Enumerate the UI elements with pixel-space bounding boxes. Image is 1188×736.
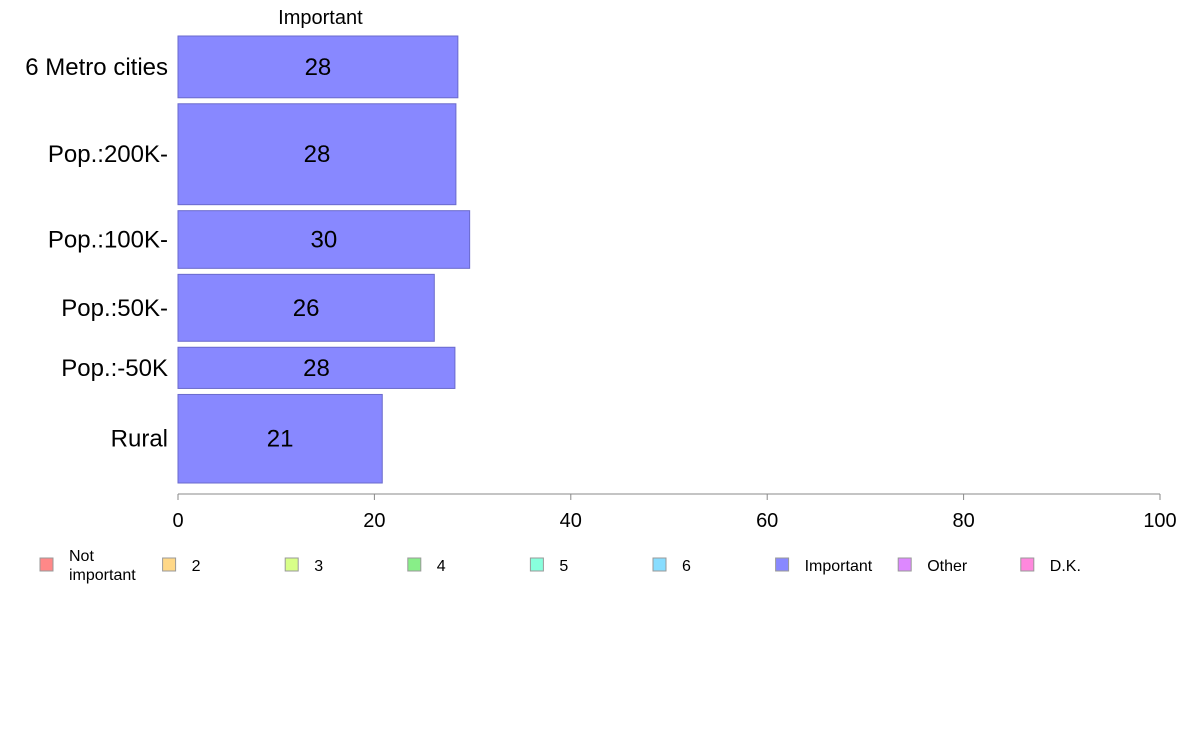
legend-swatch xyxy=(775,557,790,572)
category-label: Pop.:200K- xyxy=(48,141,168,168)
x-tick-label: 40 xyxy=(560,510,582,532)
x-axis: 0 20 40 60 80 100 xyxy=(172,493,1177,532)
category-label: 6 Metro cities xyxy=(25,54,168,81)
legend-label: D.K. xyxy=(1050,558,1081,575)
legend-label: 5 xyxy=(559,558,568,575)
bars-group xyxy=(177,35,471,484)
legend-swatch xyxy=(897,557,912,572)
legend-item: 5 xyxy=(529,557,568,575)
bar-5 xyxy=(177,393,383,484)
legend-swatch xyxy=(162,557,177,572)
category-label: Pop.:50K- xyxy=(61,295,168,322)
value-label: 28 xyxy=(303,355,330,382)
value-label: 21 xyxy=(267,426,294,453)
x-tick-label: 60 xyxy=(756,510,778,532)
legend-swatch xyxy=(1020,557,1035,572)
legend-label: 4 xyxy=(437,558,446,575)
bar-2 xyxy=(177,210,471,269)
value-label: 26 xyxy=(293,295,320,322)
bar-4 xyxy=(177,346,456,389)
value-labels: 28 28 30 26 28 21 xyxy=(267,54,337,453)
legend-swatch xyxy=(652,557,667,572)
legend-label: Other xyxy=(927,558,968,575)
x-tick-label: 0 xyxy=(172,510,183,532)
bar-1 xyxy=(177,103,457,206)
legend-item: 3 xyxy=(284,557,323,575)
legend-swatch xyxy=(284,557,299,572)
x-tick-label: 80 xyxy=(952,510,974,532)
bar-0 xyxy=(177,35,459,99)
bar-3 xyxy=(177,273,435,342)
legend-item: Important xyxy=(775,557,873,575)
legend-swatch xyxy=(407,557,422,572)
category-label: Rural xyxy=(111,426,168,453)
category-labels: 6 Metro cities Pop.:200K- Pop.:100K- Pop.:5… xyxy=(25,54,168,453)
value-label: 30 xyxy=(310,227,337,254)
legend-label: Not important xyxy=(69,548,136,584)
legend-swatch xyxy=(529,557,544,572)
legend-item: D.K. xyxy=(1020,557,1081,575)
value-label: 28 xyxy=(304,141,331,168)
legend-item: Not important xyxy=(39,548,136,584)
category-label: Pop.:-50K xyxy=(61,355,168,382)
legend-item: 4 xyxy=(407,557,446,575)
legend: Not important 2 3 4 5 6 Important Other D.K. xyxy=(39,548,1081,584)
x-tick-label: 100 xyxy=(1143,510,1176,532)
legend-label: 3 xyxy=(314,558,323,575)
legend-item: 6 xyxy=(652,557,691,575)
legend-label: 2 xyxy=(192,558,201,575)
value-label: 28 xyxy=(305,54,332,81)
legend-swatch xyxy=(39,557,54,572)
series-title: Important xyxy=(278,7,363,29)
x-tick-label: 20 xyxy=(363,510,385,532)
legend-item: 2 xyxy=(162,557,201,575)
legend-label: Important xyxy=(805,558,873,575)
legend-item: Other xyxy=(897,557,968,575)
legend-label: 6 xyxy=(682,558,691,575)
category-label: Pop.:100K- xyxy=(48,227,168,254)
